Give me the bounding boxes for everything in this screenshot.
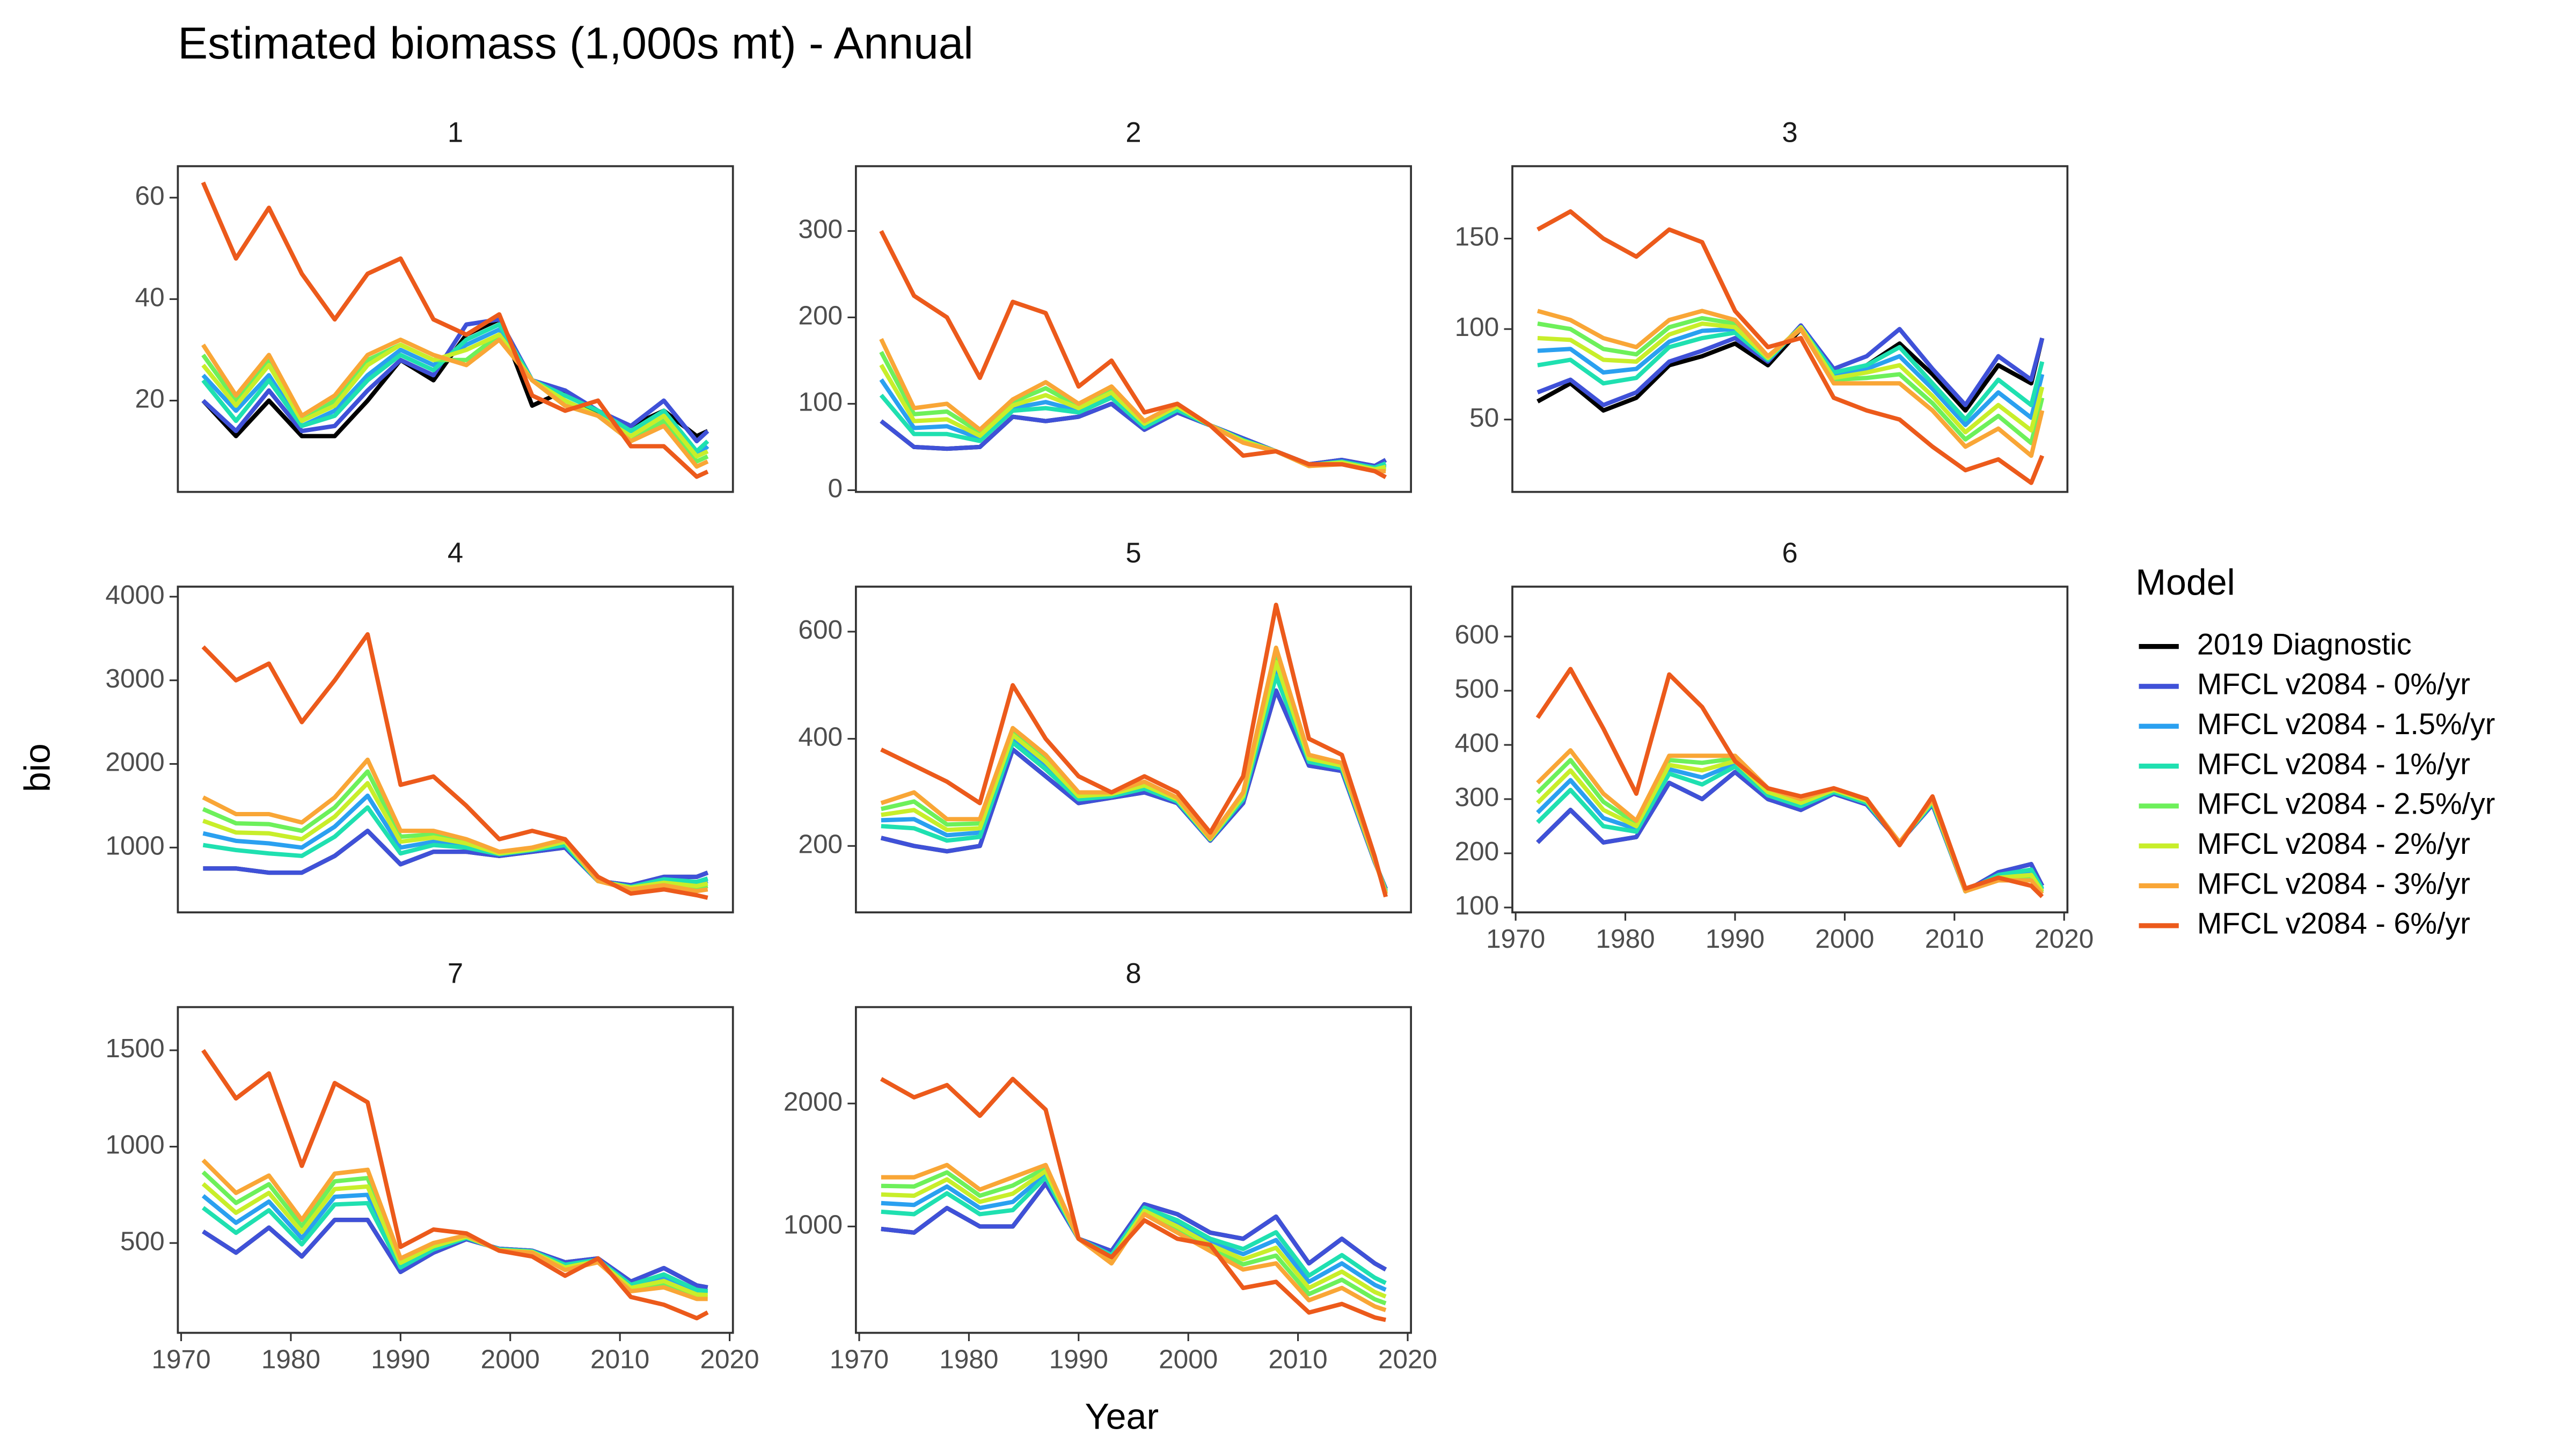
panel-frame — [177, 165, 734, 493]
x-tick-label: 2020 — [2035, 924, 2094, 954]
series-line — [201, 632, 708, 900]
y-tick-label: 4000 — [105, 580, 164, 610]
x-tick-label: 2000 — [481, 1344, 540, 1374]
legend-label: 2019 Diagnostic — [2197, 627, 2412, 661]
x-tick-label: 2000 — [1159, 1344, 1218, 1374]
series-line — [1536, 309, 2045, 458]
x-tick-label: 2010 — [1269, 1344, 1328, 1374]
panel-title: 7 — [448, 958, 463, 990]
panel-title: 6 — [1782, 537, 1798, 569]
panel-frame — [1511, 586, 2069, 913]
y-tick-label: 1000 — [784, 1210, 843, 1239]
y-tick-label: 1500 — [105, 1034, 164, 1063]
panel-title: 5 — [1125, 537, 1141, 569]
panel-frame — [177, 586, 734, 913]
legend-label: MFCL v2084 - 1%/yr — [2197, 747, 2470, 780]
y-tick-label: 20 — [135, 384, 165, 414]
x-tick-label: 1970 — [1486, 924, 1545, 954]
panel-title: 1 — [448, 117, 463, 149]
panel-title: 3 — [1782, 117, 1798, 149]
y-tick-label: 2000 — [784, 1087, 843, 1116]
x-tick-label: 1980 — [939, 1344, 998, 1374]
y-tick-label: 100 — [1455, 891, 1499, 920]
series-line — [201, 322, 709, 454]
chart-title: Estimated biomass (1,000s mt) - Annual — [178, 18, 973, 68]
x-tick-label: 1990 — [1706, 924, 1765, 954]
x-tick-label: 1970 — [151, 1344, 210, 1374]
y-tick-label: 40 — [135, 282, 165, 312]
y-tick-label: 300 — [798, 215, 843, 244]
legend-label: MFCL v2084 - 2.5%/yr — [2197, 787, 2495, 821]
y-tick-label: 400 — [798, 722, 843, 752]
series-line — [880, 1077, 1387, 1322]
x-tick-label: 1980 — [261, 1344, 320, 1374]
x-tick-label: 1990 — [1049, 1344, 1108, 1374]
series-line — [202, 757, 708, 894]
y-tick-label: 200 — [798, 829, 843, 859]
y-tick-label: 3000 — [105, 664, 164, 693]
y-axis-label: bio — [17, 743, 57, 792]
y-tick-label: 500 — [120, 1226, 165, 1256]
series-line — [881, 1175, 1387, 1285]
legend-label: MFCL v2084 - 6%/yr — [2197, 907, 2470, 940]
panel-title: 4 — [448, 537, 463, 569]
y-tick-label: 1000 — [105, 831, 164, 860]
legend-label: MFCL v2084 - 0%/yr — [2197, 668, 2470, 701]
panel-frame — [855, 1006, 1413, 1334]
series-line — [1536, 748, 2044, 896]
legend-title: Model — [2135, 562, 2235, 603]
y-tick-label: 600 — [1455, 620, 1499, 649]
x-tick-label: 2020 — [700, 1344, 759, 1374]
series-line — [1536, 209, 2045, 485]
series-line — [881, 1162, 1387, 1312]
panel-frame — [855, 586, 1413, 913]
y-tick-label: 500 — [1455, 674, 1499, 704]
series-line — [201, 1049, 709, 1321]
y-tick-label: 100 — [1455, 312, 1499, 342]
y-tick-label: 50 — [1469, 403, 1499, 433]
y-tick-label: 200 — [1455, 837, 1499, 866]
panel-title: 8 — [1125, 958, 1141, 990]
series-line — [879, 230, 1387, 479]
y-tick-label: 60 — [135, 181, 165, 210]
series-line — [881, 674, 1388, 891]
series-line — [881, 1181, 1387, 1272]
series-line — [201, 181, 709, 479]
series-line — [880, 645, 1388, 895]
series-line — [880, 603, 1388, 898]
x-tick-label: 1990 — [371, 1344, 430, 1374]
x-tick-label: 2020 — [1378, 1344, 1437, 1374]
legend-label: MFCL v2084 - 1.5%/yr — [2197, 707, 2495, 741]
y-tick-label: 600 — [798, 615, 843, 645]
series-line — [881, 660, 1388, 894]
legend-label: MFCL v2084 - 3%/yr — [2197, 867, 2470, 900]
x-axis-label: Year — [1085, 1396, 1159, 1437]
series-line — [881, 1169, 1387, 1299]
x-tick-label: 1980 — [1596, 924, 1655, 954]
series-line — [201, 317, 709, 444]
panel-frame — [855, 165, 1413, 493]
y-tick-label: 0 — [828, 473, 843, 503]
y-tick-label: 300 — [1455, 782, 1499, 812]
x-tick-label: 2010 — [1925, 924, 1984, 954]
y-tick-label: 2000 — [105, 748, 164, 777]
y-tick-label: 100 — [798, 387, 843, 416]
x-tick-label: 2000 — [1815, 924, 1874, 954]
x-tick-label: 2010 — [590, 1344, 649, 1374]
panel-title: 2 — [1125, 117, 1141, 149]
series-line — [880, 688, 1388, 890]
y-tick-label: 400 — [1455, 728, 1499, 758]
y-tick-label: 200 — [798, 301, 843, 331]
y-tick-label: 1000 — [105, 1130, 164, 1160]
panel-frame — [1511, 165, 2069, 493]
legend-label: MFCL v2084 - 2%/yr — [2197, 827, 2470, 860]
series-line — [201, 337, 709, 469]
panel-frame — [177, 1006, 734, 1334]
x-tick-label: 1970 — [830, 1344, 889, 1374]
series-line — [201, 332, 709, 459]
y-tick-label: 150 — [1455, 222, 1499, 252]
series-line — [1535, 667, 2044, 898]
